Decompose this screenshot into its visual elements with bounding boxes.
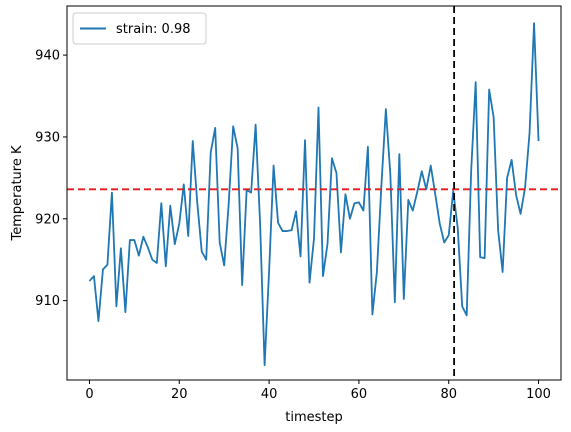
x-tick-label: 0 [85,387,93,402]
plot-frame [66,5,562,381]
y-tick-label: 930 [35,130,60,145]
x-tick-label: 40 [261,387,278,402]
x-axis: 0 20 40 60 80 100 [85,380,551,402]
legend-label: strain: 0.98 [116,22,191,37]
plot-content [67,6,561,380]
y-tick-label: 940 [35,49,60,64]
y-axis-label: Temperature K [10,145,25,241]
legend-box [72,12,207,45]
y-tick-label: 910 [35,294,60,309]
series-line-0 [88,22,540,367]
x-tick-label: 20 [171,387,188,402]
y-axis: 910 920 930 940 [35,49,67,309]
x-tick-label: 60 [351,387,368,402]
legend: strain: 0.98 [72,12,207,45]
x-tick-label: 100 [526,387,551,402]
y-tick-label: 920 [35,212,60,227]
x-axis-label: timestep [285,410,343,425]
x-tick-label: 80 [440,387,457,402]
